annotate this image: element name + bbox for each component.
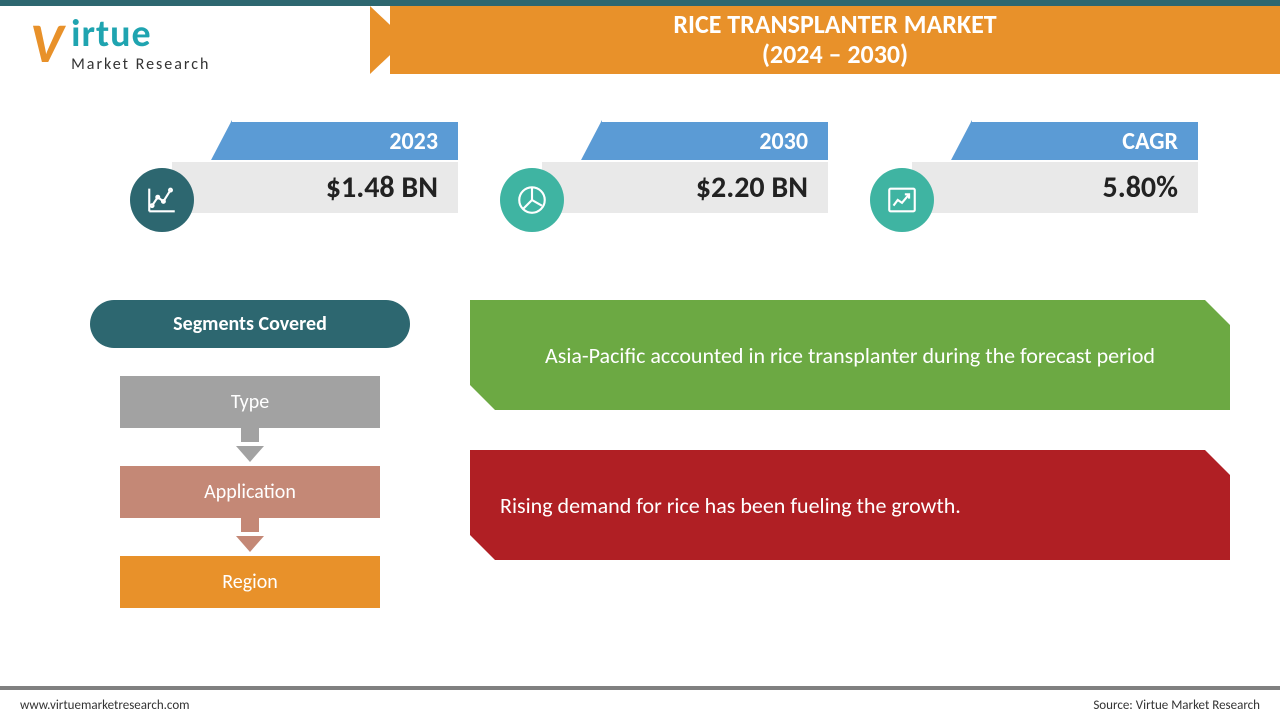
- arrow-stem: [241, 518, 259, 532]
- stats-row: 2023 $1.48 BN 2030 $2.20 BN CAGR 5.80%: [150, 120, 1240, 250]
- stat-value: 5.80%: [910, 160, 1200, 215]
- arrow-stem: [241, 428, 259, 442]
- stat-tab-year: 2030: [600, 120, 830, 162]
- callout-text: Rising demand for rice has been fueling …: [500, 492, 961, 519]
- growth-chart-icon: [870, 168, 934, 232]
- segment-type: Type: [120, 376, 380, 428]
- header-title-line2: (2024 – 2030): [762, 40, 908, 70]
- callout-region: Asia-Pacific accounted in rice transplan…: [470, 300, 1230, 410]
- stat-card-2030: 2030 $2.20 BN: [520, 120, 830, 230]
- stat-card-2023: 2023 $1.48 BN: [150, 120, 460, 230]
- stat-value: $2.20 BN: [540, 160, 830, 215]
- arrow-down-icon: [236, 446, 264, 462]
- logo-text: irtue Market Research: [71, 15, 210, 74]
- segments-header: Segments Covered: [90, 300, 410, 348]
- segments-column: Segments Covered Type Application Region: [90, 300, 410, 608]
- brand-logo: V irtue Market Research: [30, 6, 360, 82]
- logo-v-letter: V: [30, 16, 63, 72]
- logo-sub: Market Research: [71, 55, 210, 74]
- callouts-column: Asia-Pacific accounted in rice transplan…: [470, 300, 1230, 600]
- line-chart-icon: [130, 168, 194, 232]
- stat-value: $1.48 BN: [170, 160, 460, 215]
- logo-main: irtue: [71, 15, 210, 53]
- arrow-down-icon: [236, 536, 264, 552]
- footer: www.virtuemarketresearch.com Source: Vir…: [0, 686, 1280, 720]
- callout-text: Asia-Pacific accounted in rice transplan…: [545, 342, 1155, 369]
- stat-tab-year: 2023: [230, 120, 460, 162]
- stat-card-cagr: CAGR 5.80%: [890, 120, 1200, 230]
- header-title-line1: RICE TRANSPLANTER MARKET: [673, 10, 996, 40]
- footer-url: www.virtuemarketresearch.com: [20, 698, 190, 713]
- header-banner: RICE TRANSPLANTER MARKET (2024 – 2030): [390, 6, 1280, 74]
- callout-driver: Rising demand for rice has been fueling …: [470, 450, 1230, 560]
- footer-source: Source: Virtue Market Research: [1093, 698, 1260, 713]
- segment-application: Application: [120, 466, 380, 518]
- stat-tab-label: CAGR: [970, 120, 1200, 162]
- pie-chart-icon: [500, 168, 564, 232]
- segment-region: Region: [120, 556, 380, 608]
